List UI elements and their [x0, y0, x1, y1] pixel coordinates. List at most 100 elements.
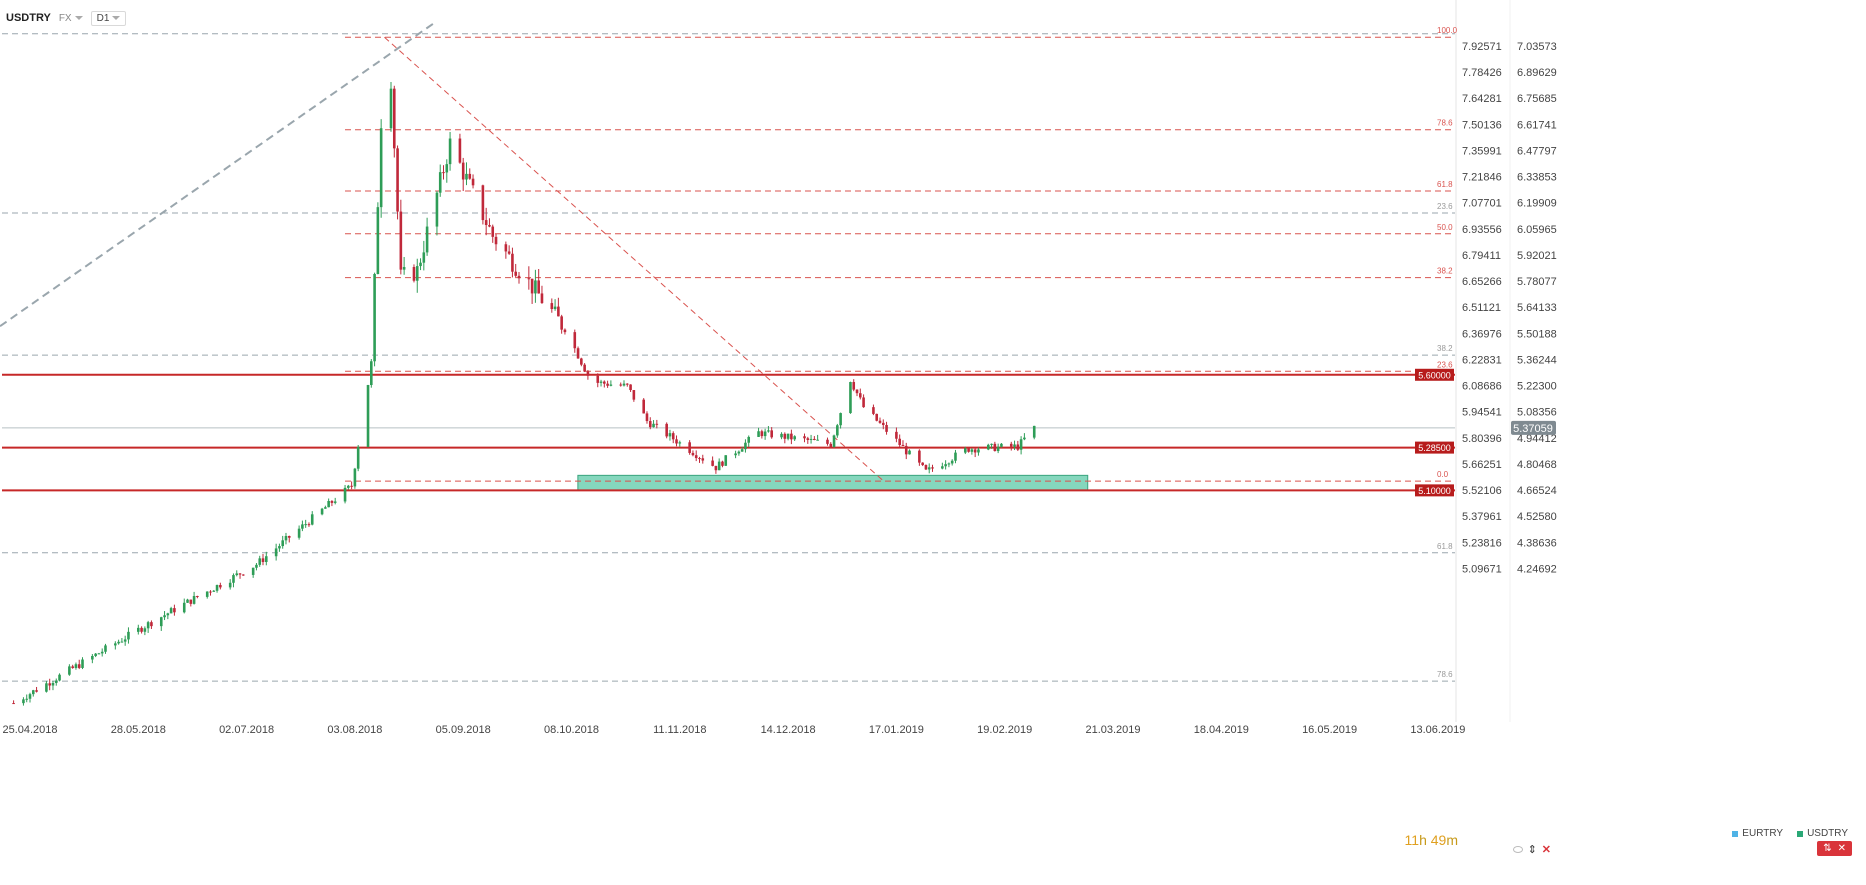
candle-body	[921, 462, 924, 466]
candle-body	[553, 306, 557, 310]
y-tick-outer-label: 5.22300	[1517, 381, 1557, 393]
fib-grey-label: 78.6	[1437, 670, 1453, 679]
level-label: 5.60000	[1418, 370, 1451, 380]
candle-body	[757, 431, 760, 437]
candle-body	[747, 436, 751, 443]
candle-body	[324, 507, 327, 509]
candle-body	[973, 449, 977, 453]
candle-body	[990, 443, 993, 445]
close-icon[interactable]: ✕	[1837, 843, 1846, 854]
candle-body	[81, 659, 84, 668]
legend-item-usdtry[interactable]: USDTRY	[1797, 828, 1848, 839]
candle-body	[977, 449, 980, 453]
candle-body	[232, 575, 235, 583]
candle-body	[258, 558, 262, 565]
candle-body	[370, 361, 373, 386]
candle-body	[941, 466, 944, 469]
candle-body	[809, 438, 813, 440]
candle-body	[599, 381, 603, 383]
sort-icon[interactable]: ⇕	[1527, 844, 1537, 856]
candle-body	[146, 622, 150, 629]
fib-red-label: 61.8	[1437, 180, 1453, 189]
candle-body	[442, 172, 445, 174]
candle-body	[744, 442, 747, 450]
y-tick-inner-label: 7.92571	[1462, 41, 1502, 53]
y-tick-inner-label: 6.93556	[1462, 224, 1502, 236]
level-label-box	[1415, 441, 1454, 454]
y-tick-outer-label: 6.05965	[1517, 224, 1557, 236]
candle-body	[219, 585, 222, 588]
candle-body	[557, 306, 560, 317]
candle-body	[721, 461, 724, 466]
candle-body	[622, 383, 626, 386]
y-tick-inner-label: 5.37961	[1462, 511, 1502, 523]
candle-body	[763, 431, 767, 437]
candle-body	[189, 599, 193, 604]
candle-body	[51, 683, 55, 686]
fib-red-label: 0.0	[1437, 470, 1449, 479]
candle-body	[701, 458, 705, 461]
support-zone	[577, 474, 1089, 491]
chevron-down-icon	[74, 16, 83, 20]
candle-body	[783, 433, 787, 439]
candle-body	[402, 267, 406, 270]
y-tick-inner-label: 5.23816	[1462, 537, 1502, 549]
legend-item-eurtry[interactable]: EURTRY	[1732, 828, 1783, 839]
candle-body	[694, 455, 698, 459]
candle-body	[114, 643, 117, 646]
close-icon[interactable]: ✕	[1541, 844, 1551, 856]
eye-icon[interactable]	[1512, 846, 1523, 853]
candle-body	[465, 173, 468, 180]
candle-body	[458, 138, 462, 163]
y-tick-outer-label: 5.50188	[1517, 328, 1557, 340]
candle-body	[28, 694, 32, 699]
y-tick-inner-label: 5.52106	[1462, 485, 1502, 497]
candle-body	[389, 88, 393, 129]
y-tick-outer-label: 6.19909	[1517, 198, 1557, 210]
candle-body	[94, 653, 97, 656]
market-dropdown[interactable]: FX	[59, 13, 83, 24]
candle-body	[392, 88, 396, 149]
candle-body	[12, 703, 15, 705]
candle-body	[859, 393, 862, 398]
candle-body	[931, 467, 934, 469]
y-tick-outer-label: 5.64133	[1517, 302, 1557, 314]
candle-body	[228, 582, 232, 588]
candle-body	[54, 680, 58, 684]
candle-body	[655, 423, 659, 425]
candle-body	[530, 278, 534, 294]
candle-body	[304, 524, 307, 526]
candle-body	[140, 627, 143, 632]
candle-body	[918, 450, 921, 463]
y-tick-outer-label: 6.75685	[1517, 93, 1557, 105]
eurtry-controls: ⇕ ✕	[1512, 843, 1551, 856]
y-tick-inner-label: 7.07701	[1462, 198, 1502, 210]
candle-body	[100, 651, 104, 654]
x-tick-label: 18.04.2019	[1194, 724, 1249, 736]
candle-body	[652, 423, 655, 428]
y-tick-inner-label: 5.94541	[1462, 407, 1502, 419]
candle-body	[816, 439, 819, 441]
candle-body	[770, 430, 773, 438]
settings-icon[interactable]: ⇅	[1823, 843, 1832, 854]
candle-body	[550, 303, 554, 310]
candle-body	[852, 382, 856, 390]
candle-body	[829, 443, 833, 447]
legend-swatch-eurtry	[1732, 830, 1739, 837]
candle-body	[849, 382, 852, 414]
candle-body	[399, 211, 403, 270]
candle-body	[786, 433, 790, 439]
candle-body	[507, 251, 511, 254]
x-tick-label: 14.12.2018	[761, 724, 816, 736]
candle-body	[278, 546, 281, 549]
timeframe-dropdown[interactable]: D1	[90, 10, 127, 26]
candle-body	[120, 641, 124, 643]
candle-body	[511, 253, 514, 272]
candle-body	[1032, 425, 1036, 438]
candle-body	[504, 244, 508, 252]
fib-grey-label: 38.2	[1437, 344, 1453, 353]
y-tick-outer-label: 7.03573	[1517, 41, 1557, 53]
candle-body	[586, 371, 590, 376]
fib-red-label: 100.0	[1437, 26, 1458, 35]
